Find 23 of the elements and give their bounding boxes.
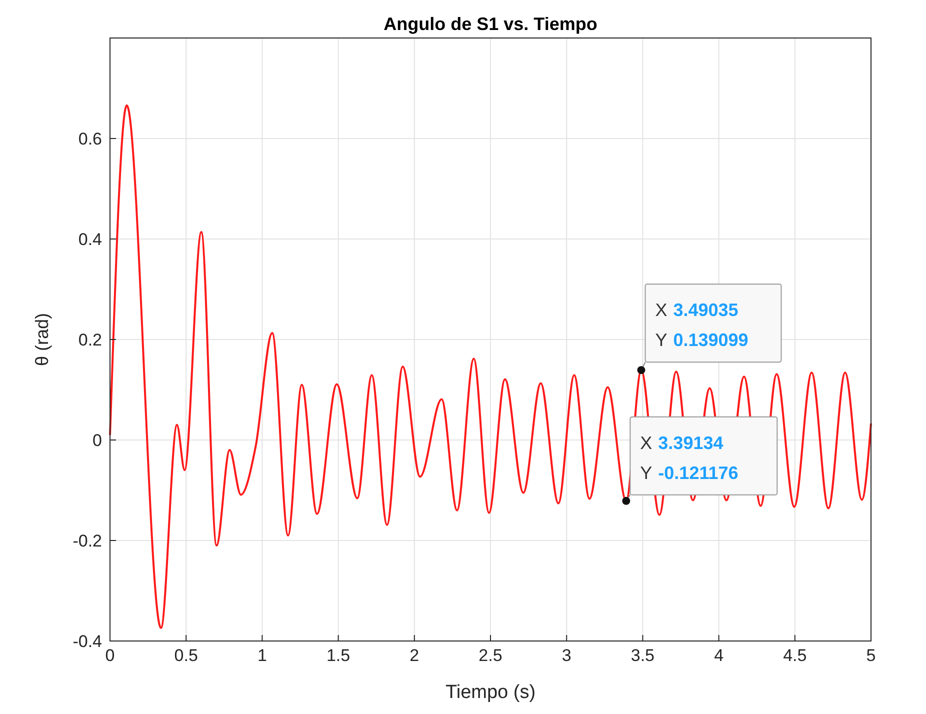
x-tick-label: 1 xyxy=(257,646,267,665)
x-tick-label: 0.5 xyxy=(174,646,198,665)
x-tick-label: 4 xyxy=(714,646,724,665)
annotation: X 3.49035 Y 0.139099 xyxy=(655,300,748,350)
chart-title: Angulo de S1 vs. Tiempo xyxy=(384,14,598,34)
x-tick-label: 0 xyxy=(105,646,115,665)
annotation: X 3.39134 Y -0.121176 xyxy=(640,432,738,483)
x-tick-label: 2 xyxy=(410,646,420,665)
y-tick-label: 0.2 xyxy=(78,330,102,350)
x-tick-label: 3.5 xyxy=(630,646,655,665)
y-tick-label: 0.6 xyxy=(78,130,102,148)
x-axis-title: Tiempo (s) xyxy=(445,682,536,703)
x-tick-label: 3 xyxy=(562,646,572,665)
y-tick-label: 0.4 xyxy=(78,230,102,249)
y-tick-label: -0.2 xyxy=(72,532,102,550)
y-tick-label: 0 xyxy=(92,431,102,450)
x-tick-label: 5 xyxy=(866,646,876,665)
y-axis-title: θ (rad) xyxy=(32,312,52,366)
x-tick-label: 1.5 xyxy=(326,646,350,665)
y-tick-label: -0.4 xyxy=(72,632,102,651)
x-tick-label: 2.5 xyxy=(478,646,502,665)
x-tick-label: 4.5 xyxy=(783,646,807,665)
line-series xyxy=(109,104,872,629)
